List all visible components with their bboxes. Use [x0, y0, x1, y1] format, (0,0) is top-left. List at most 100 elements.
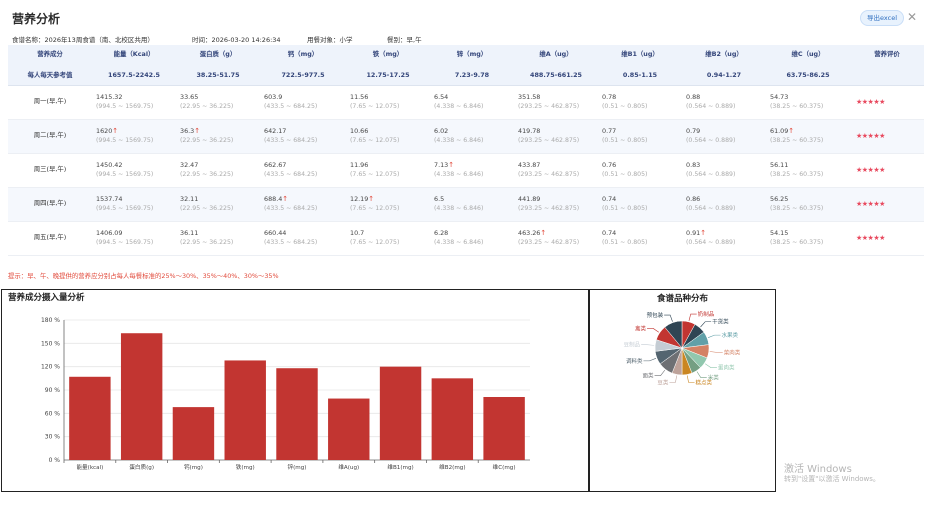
reference-value: 0.94-1.27 — [682, 64, 766, 86]
x-tick-label: 蛋白质(g) — [129, 463, 154, 471]
meal-types: 餐别：早,午 — [387, 36, 422, 44]
nutrient-value: 662.67 — [264, 161, 287, 169]
nutrient-range: (433.5 ~ 684.25) — [264, 137, 318, 144]
nutrient-value: 56.25 — [770, 195, 789, 203]
pie-label: 水果类 — [722, 331, 739, 339]
nutrient-cell: 56.25 (38.25 ~ 60.375) — [766, 188, 850, 221]
nutrient-range: (994.5 ~ 1569.75) — [96, 103, 154, 110]
table-header-cell: 维A（ug） — [514, 45, 598, 64]
bar — [328, 398, 370, 460]
nutrient-value: 433.87 — [518, 161, 541, 169]
table-row: 周一(早,午) 1415.32 (994.5 ~ 1569.75) 33.65 (22.… — [8, 86, 924, 120]
nutrient-range: (22.95 ~ 36.225) — [180, 137, 234, 144]
nutrient-range: (433.5 ~ 684.25) — [264, 171, 318, 178]
rating-stars-icon: ★★★★★ — [856, 132, 885, 140]
nutrient-value: 0.74 — [602, 229, 617, 237]
reference-value: 12.75-17.25 — [346, 64, 430, 86]
nutrient-value: 54.73 — [770, 93, 789, 101]
nutrient-range: (4.338 ~ 6.846) — [434, 205, 484, 212]
nutrient-range: (0.51 ~ 0.805) — [602, 239, 648, 246]
nutrient-cell: 1415.32 (994.5 ~ 1569.75) — [92, 86, 176, 119]
y-tick-label: 60 % — [45, 410, 61, 417]
reference-label: 每人每天参考值 — [8, 64, 92, 86]
nutrient-cell: 6.54 (4.338 ~ 6.846) — [430, 86, 514, 119]
export-excel-button[interactable]: 导出excel — [860, 10, 904, 26]
table-header-cell: 蛋白质（g） — [176, 45, 260, 64]
nutrient-value: 0.76 — [602, 161, 617, 169]
nutrient-cell: 1620↑ (994.5 ~ 1569.75) — [92, 120, 176, 153]
reference-value: 38.25-51.75 — [176, 64, 260, 86]
intake-bar-chart: 0 % 30 % 60 % 90 % 120 % 150 % 180 % 能量(kcal) 蛋白… — [41, 317, 530, 471]
nutrient-range: (38.25 ~ 60.375) — [770, 171, 824, 178]
nutrient-value: 36.3 — [180, 127, 195, 135]
nutrient-range: (4.338 ~ 6.846) — [434, 103, 484, 110]
nutrient-cell: 10.66 (7.65 ~ 12.075) — [346, 120, 430, 153]
pie-label-line — [643, 358, 657, 362]
nutrient-range: (38.25 ~ 60.375) — [770, 137, 824, 144]
nutrient-value: 660.44 — [264, 229, 287, 237]
pie-label-line — [704, 363, 717, 368]
table-row: 周五(早,午) 1406.09 (994.5 ~ 1569.75) 36.11 (22.… — [8, 222, 924, 256]
nutrient-value: 6.54 — [434, 93, 449, 101]
reference-value-row: 每人每天参考值 1657.5-2242.5 38.25-51.75 722.5-977… — [8, 64, 924, 86]
close-icon[interactable]: ✕ — [907, 10, 918, 24]
nutrient-range: (0.51 ~ 0.805) — [602, 137, 648, 144]
nutrition-table: 营养成分 能量（Kcal） 蛋白质（g） 钙（mg） 铁（mg） 锌（mg） 维A（ug）维… — [8, 45, 924, 256]
nutrient-value: 441.89 — [518, 195, 541, 203]
pie-label: 禽类 — [635, 324, 647, 332]
table-header-cell: 钙（mg） — [260, 45, 346, 64]
nutrient-range: (0.564 ~ 0.889) — [686, 205, 736, 212]
nutrient-cell: 463.26↑ (293.25 ~ 462.875) — [514, 222, 598, 255]
nutrient-value: 10.66 — [350, 127, 369, 135]
nutrient-cell: 56.11 (38.25 ~ 60.375) — [766, 154, 850, 187]
nutrient-range: (38.25 ~ 60.375) — [770, 239, 824, 246]
pie-label: 面类 — [643, 372, 655, 380]
nutrient-range: (994.5 ~ 1569.75) — [96, 205, 154, 212]
nutrient-cell: 33.65 (22.95 ~ 36.225) — [176, 86, 260, 119]
table-row: 周三(早,午) 1450.42 (994.5 ~ 1569.75) 32.47 (22.… — [8, 154, 924, 188]
y-tick-label: 30 % — [45, 434, 61, 441]
nutrient-cell: 6.5 (4.338 ~ 6.846) — [430, 188, 514, 221]
pie-label-line — [700, 321, 712, 328]
nutrient-cell: 0.74 (0.51 ~ 0.805) — [598, 188, 682, 221]
nutrient-cell: 0.74 (0.51 ~ 0.805) — [598, 222, 682, 255]
pie-label-line — [669, 375, 678, 383]
nutrient-value: 12.19 — [350, 195, 369, 203]
x-tick-label: 锌(mg) — [288, 463, 307, 471]
pie-label: 米类 — [708, 374, 720, 382]
bar — [379, 366, 422, 460]
nutrient-cell: 36.11 (22.95 ~ 36.225) — [176, 222, 260, 255]
reference-blank — [850, 64, 924, 86]
pie-label: 豆类 — [657, 378, 669, 386]
nutrient-value: 32.47 — [180, 161, 199, 169]
nutrient-cell: 32.11 (22.95 ~ 36.225) — [176, 188, 260, 221]
x-tick-label: 铁(mg) — [236, 463, 255, 471]
reference-value: 488.75-661.25 — [514, 64, 598, 86]
pie-label-line — [664, 314, 673, 322]
nutrient-range: (293.25 ~ 462.875) — [518, 239, 580, 246]
nutrient-range: (994.5 ~ 1569.75) — [96, 137, 154, 144]
nutrient-cell: 54.15 (38.25 ~ 60.375) — [766, 222, 850, 255]
nutrient-value: 6.28 — [434, 229, 449, 237]
nutrient-range: (22.95 ~ 36.225) — [180, 103, 234, 110]
nutrient-range: (7.65 ~ 12.075) — [350, 137, 400, 144]
nutrient-cell: 662.67 (433.5 ~ 684.25) — [260, 154, 346, 187]
bar — [431, 378, 474, 460]
nutrient-cell: 419.78 (293.25 ~ 462.875) — [514, 120, 598, 153]
nutrient-range: (0.51 ~ 0.805) — [602, 171, 648, 178]
nutrient-value: 33.65 — [180, 93, 199, 101]
nutrient-value: 0.77 — [602, 127, 617, 135]
nutrient-value: 0.78 — [602, 93, 617, 101]
nutrient-range: (7.65 ~ 12.075) — [350, 171, 400, 178]
nutrient-range: (4.338 ~ 6.846) — [434, 171, 484, 178]
nutrient-range: (433.5 ~ 684.25) — [264, 239, 318, 246]
reference-value: 722.5-977.5 — [260, 64, 346, 86]
nutrient-range: (0.564 ~ 0.889) — [686, 103, 736, 110]
arrow-up-icon: ↑ — [540, 229, 547, 237]
nutrient-cell: 12.19↑ (7.65 ~ 12.075) — [346, 188, 430, 221]
pie-label-line — [709, 351, 723, 353]
nutrient-value: 642.17 — [264, 127, 287, 135]
table-header-cell: 维B2（ug） — [682, 45, 766, 64]
nutrient-range: (0.564 ~ 0.889) — [686, 171, 736, 178]
nutrient-cell: 642.17 (433.5 ~ 684.25) — [260, 120, 346, 153]
